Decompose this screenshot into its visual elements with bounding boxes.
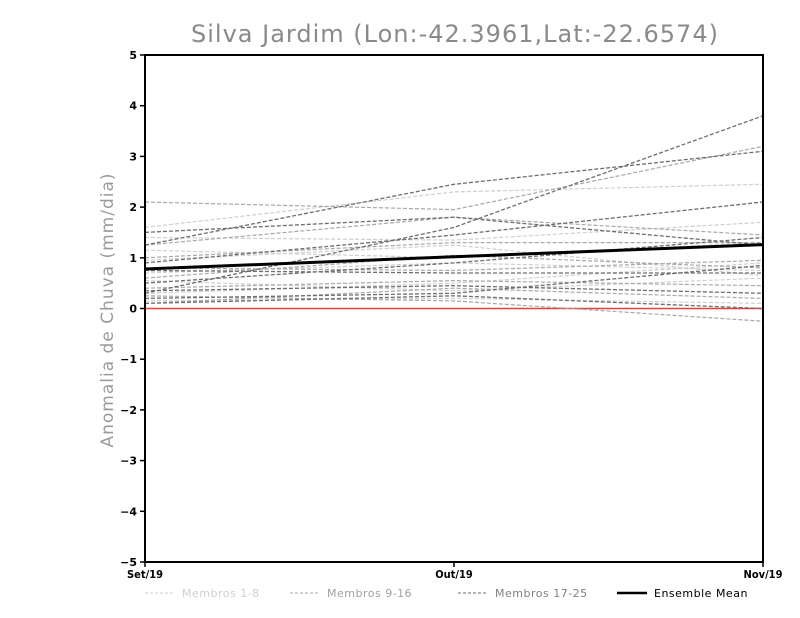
member-line-14 [144, 279, 764, 289]
axes: −5 −4 −3 −2 −1 0 1 2 3 4 5 Set/19 Out/19 Nov/19 [120, 49, 782, 581]
y-tick-label: −4 [120, 505, 137, 518]
member-line-22 [144, 236, 764, 284]
member-line-21 [144, 269, 763, 274]
legend-label-members-1-8: Membros 1-8 [182, 587, 260, 600]
y-tick-label: 0 [129, 303, 137, 316]
y-tick-label: 3 [129, 150, 137, 163]
y-tick-label: 1 [129, 252, 137, 265]
member-line-12 [144, 259, 764, 272]
y-tick-label: −1 [120, 353, 137, 366]
x-tick-label: Set/19 [127, 568, 163, 581]
member-line-11 [144, 242, 763, 259]
member-line-24 [144, 264, 764, 300]
x-tick-label: Nov/19 [744, 568, 783, 581]
y-tick-label: −2 [120, 404, 137, 417]
member-line-1 [144, 183, 764, 228]
y-axis-label: Anomalia de Chuva (mm/dia) [98, 172, 118, 447]
member-line-6 [144, 277, 764, 292]
y-tick-label: 5 [129, 49, 137, 62]
chart-title: Silva Jardim (Lon:-42.3961,Lat:-22.6574) [191, 20, 719, 48]
member-line-25 [144, 295, 764, 310]
member-line-9 [144, 145, 764, 211]
ensemble-mean-line [144, 243, 764, 271]
member-line-4 [144, 244, 764, 277]
y-tick-label: −3 [120, 455, 137, 468]
member-line-2 [144, 221, 764, 241]
member-line-17 [144, 150, 764, 246]
legend-label-members-9-16: Membros 9-16 [327, 587, 412, 600]
member-line-23 [144, 285, 764, 294]
x-tick-label: Out/19 [435, 568, 473, 581]
member-line-10 [144, 216, 764, 246]
y-tick-label: 4 [129, 100, 137, 113]
y-tick-label: 2 [129, 201, 137, 214]
member-line-7 [144, 262, 764, 294]
member-line-19 [144, 216, 764, 246]
member-line-15 [144, 295, 764, 322]
member-line-20 [144, 201, 764, 264]
legend: Membros 1-8 Membros 9-16 Membros 17-25 Ense… [145, 587, 748, 600]
series-lines [144, 115, 764, 322]
legend-label-ensemble-mean: Ensemble Mean [654, 587, 748, 600]
member-line-16 [144, 287, 764, 304]
y-tick-label: −5 [120, 556, 137, 569]
member-line-8 [144, 297, 764, 304]
legend-label-members-17-25: Membros 17-25 [495, 587, 588, 600]
